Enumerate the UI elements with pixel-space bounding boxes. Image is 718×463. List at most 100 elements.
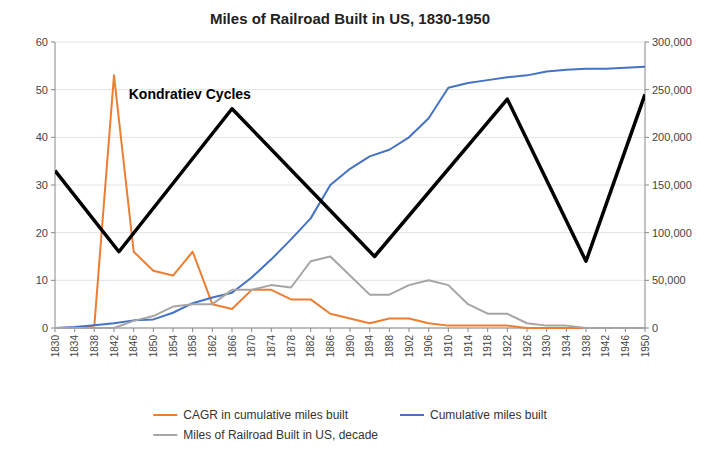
x-tick-label: 1926 [522, 335, 533, 358]
y2-tick-label: 200,000 [652, 131, 692, 143]
x-tick [133, 328, 134, 332]
y-tick-label: 40 [36, 131, 48, 143]
y-tick-label: 10 [36, 274, 48, 286]
y2-tick [645, 185, 649, 186]
x-tick [389, 328, 390, 332]
grid [55, 42, 645, 328]
series-line [55, 257, 645, 329]
x-tick-label: 1838 [89, 335, 100, 358]
y-tick [51, 42, 55, 43]
x-tick-label: 1890 [345, 335, 356, 358]
y2-axis-line [645, 42, 646, 328]
legend-item: CAGR in cumulative miles built [153, 408, 348, 422]
x-tick-label: 1894 [364, 335, 375, 358]
y2-tick-label: 100,000 [652, 227, 692, 239]
y2-tick [645, 42, 649, 43]
y2-tick-label: 150,000 [652, 179, 692, 191]
series-line [55, 67, 645, 328]
x-tick [291, 328, 292, 332]
legend-swatch [400, 414, 424, 416]
x-tick [192, 328, 193, 332]
grid-line [55, 137, 645, 138]
x-tick-label: 1910 [443, 335, 454, 358]
grid-line [55, 42, 645, 43]
x-tick [468, 328, 469, 332]
legend-label: CAGR in cumulative miles built [183, 408, 348, 422]
x-tick [271, 328, 272, 332]
y-tick-label: 30 [36, 179, 48, 191]
x-tick [173, 328, 174, 332]
y-tick-label: 20 [36, 227, 48, 239]
legend-label: Miles of Railroad Built in US, decade [183, 428, 378, 442]
x-tick-label: 1878 [286, 335, 297, 358]
x-tick [507, 328, 508, 332]
legend-label: Cumulative miles built [430, 408, 547, 422]
x-tick-label: 1882 [305, 335, 316, 358]
x-tick [153, 328, 154, 332]
y-tick-label: 50 [36, 84, 48, 96]
legend-item: Miles of Railroad Built in US, decade [153, 428, 378, 442]
y-tick-label: 0 [42, 322, 48, 334]
x-tick-label: 1946 [620, 335, 631, 358]
y-tick [51, 232, 55, 233]
chart: Miles of Railroad Built in US, 1830-1950… [0, 0, 718, 463]
y2-tick [645, 328, 649, 329]
grid-line [55, 280, 645, 281]
x-tick-label: 1862 [207, 335, 218, 358]
y2-tick [645, 89, 649, 90]
x-tick [448, 328, 449, 332]
x-tick [428, 328, 429, 332]
series-line [55, 75, 645, 328]
x-tick-label: 1854 [168, 335, 179, 358]
x-tick-label: 1870 [246, 335, 257, 358]
cycle-line [55, 94, 645, 261]
y-tick [51, 137, 55, 138]
y2-tick-label: 300,000 [652, 36, 692, 48]
y-tick [51, 185, 55, 186]
x-tick [350, 328, 351, 332]
x-tick-label: 1942 [600, 335, 611, 358]
annotation: Kondratiev Cycles [129, 86, 251, 102]
grid-line [55, 185, 645, 186]
legend-swatch [153, 434, 177, 436]
x-tick [310, 328, 311, 332]
legend-item: Cumulative miles built [400, 408, 547, 422]
legend-swatch [153, 414, 177, 416]
x-tick-label: 1830 [50, 335, 61, 358]
x-tick-label: 1930 [541, 335, 552, 358]
y2-tick-label: 0 [652, 322, 658, 334]
x-tick-label: 1902 [404, 335, 415, 358]
x-tick-label: 1918 [482, 335, 493, 358]
x-tick-label: 1934 [561, 335, 572, 358]
y-tick [51, 280, 55, 281]
y-tick-label: 60 [36, 36, 48, 48]
x-tick-label: 1938 [581, 335, 592, 358]
x-tick-label: 1858 [187, 335, 198, 358]
y2-tick-label: 50,000 [652, 274, 686, 286]
y2-tick [645, 232, 649, 233]
y2-tick-label: 250,000 [652, 84, 692, 96]
x-tick [487, 328, 488, 332]
x-tick-label: 1886 [325, 335, 336, 358]
x-tick-label: 1842 [109, 335, 120, 358]
x-tick [330, 328, 331, 332]
x-tick-label: 1846 [128, 335, 139, 358]
title: Miles of Railroad Built in US, 1830-1950 [210, 10, 490, 27]
x-tick-label: 1898 [384, 335, 395, 358]
x-tick-label: 1950 [640, 335, 651, 358]
x-tick [409, 328, 410, 332]
y-axis-line [55, 42, 56, 328]
y-tick [51, 328, 55, 329]
x-tick [212, 328, 213, 332]
x-tick [369, 328, 370, 332]
y-tick [51, 89, 55, 90]
x-tick-label: 1914 [463, 335, 474, 358]
x-tick [232, 328, 233, 332]
plot-area [55, 67, 645, 328]
x-tick [251, 328, 252, 332]
x-tick-label: 1850 [148, 335, 159, 358]
y2-tick [645, 280, 649, 281]
x-tick-label: 1922 [502, 335, 513, 358]
x-tick-label: 1874 [266, 335, 277, 358]
x-tick-label: 1834 [69, 335, 80, 358]
